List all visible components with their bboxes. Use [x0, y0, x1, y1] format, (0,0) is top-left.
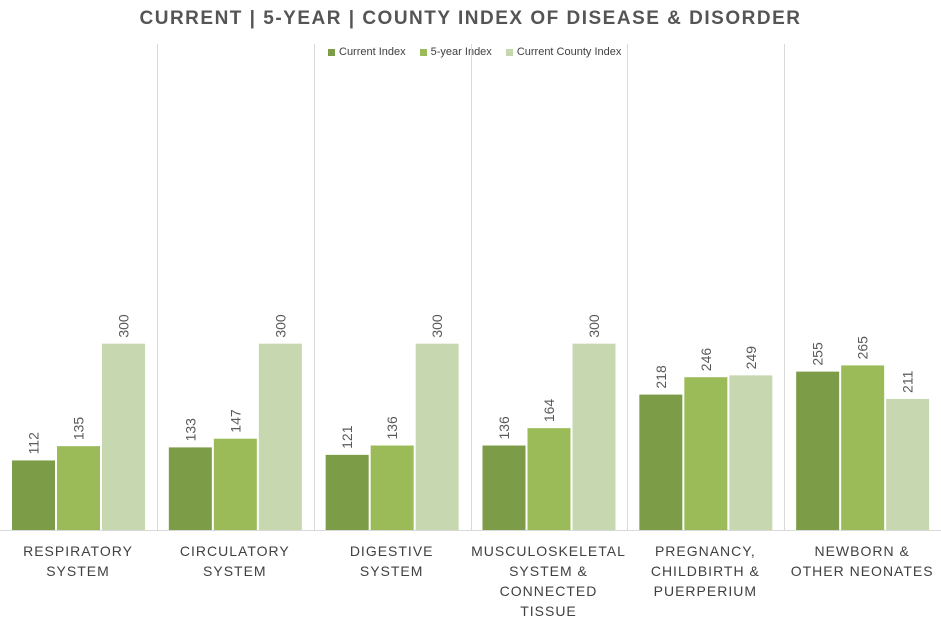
legend-swatch: [328, 48, 335, 56]
data-label: 300: [116, 314, 132, 338]
x-tick-label-line: SYSTEM &: [509, 563, 588, 579]
legend-item-2: Current County Index: [505, 46, 622, 58]
legend-swatch: [505, 48, 513, 56]
data-label: 164: [541, 399, 557, 423]
bar-5-1: [841, 365, 885, 530]
data-label: 136: [384, 416, 400, 440]
x-tick-label-line: CONNECTED TISSUE: [499, 583, 598, 619]
x-tick-label-line: SYSTEM: [359, 563, 424, 579]
data-label: 265: [855, 336, 871, 360]
legend-label: Current Index: [339, 46, 406, 58]
bar-4-1: [684, 377, 728, 530]
x-tick-label-line: DIGESTIVE: [349, 543, 434, 559]
legend-label: 5-year Index: [430, 46, 492, 58]
data-label: 121: [339, 425, 355, 449]
x-tick-label-line: CHILDBIRTH &: [650, 563, 760, 579]
x-tick-label: RESPIRATORY SYSTEM: [0, 541, 156, 581]
bar-1-0: [168, 447, 212, 530]
data-label: 300: [429, 314, 445, 338]
x-tick-label-line: PREGNANCY,: [654, 543, 756, 559]
legend: Current Index 5-year Index Current County …: [328, 46, 621, 58]
legend-item-0: Current Index: [328, 46, 406, 58]
bar-2-0: [325, 454, 369, 530]
data-label: 246: [698, 348, 714, 372]
bar-3-1: [527, 428, 571, 530]
bar-1-2: [258, 343, 302, 530]
x-tick-label: DIGESTIVE SYSTEM: [314, 541, 470, 581]
data-label: 112: [26, 432, 42, 455]
bar-5-0: [796, 371, 840, 530]
data-label: 249: [743, 346, 759, 370]
legend-swatch: [419, 48, 427, 56]
bar-2-1: [370, 445, 414, 530]
data-label: 300: [272, 314, 288, 338]
x-tick-label-line: SYSTEM: [46, 563, 110, 579]
data-label: 147: [227, 409, 243, 433]
bar-5-2: [886, 398, 930, 530]
data-label: 255: [810, 342, 826, 366]
x-tick-label-line: NEWBORN &: [814, 543, 910, 559]
bar-0-2: [102, 343, 145, 530]
x-tick-label: MUSCULOSKELETAL SYSTEM & CONNECTED TISSUE: [471, 541, 627, 621]
bar-0-0: [12, 460, 55, 530]
chart-title: CURRENT | 5-YEAR | COUNTY INDEX OF DISEA…: [139, 8, 802, 29]
data-label: 211: [900, 370, 916, 393]
bar-3-2: [572, 343, 616, 530]
x-tick-label: CIRCULATORY SYSTEM: [157, 541, 313, 581]
data-label: 135: [71, 417, 87, 441]
x-tick-label: PREGNANCY, CHILDBIRTH & PUERPERIUM: [627, 541, 783, 601]
x-tick-label-line: OTHER NEONATES: [790, 563, 934, 579]
data-label: 218: [653, 365, 669, 389]
x-tick-label-line: CIRCULATORY: [179, 543, 290, 559]
bar-2-2: [415, 343, 459, 530]
x-tick-label-line: PUERPERIUM: [653, 583, 757, 599]
x-tick-label-line: RESPIRATORY: [23, 543, 133, 559]
legend-item-1: 5-year Index: [419, 46, 492, 58]
x-tick-label: NEWBORN & OTHER NEONATES: [784, 541, 940, 581]
data-label: 133: [182, 418, 198, 442]
bar-3-0: [482, 445, 526, 530]
bar-1-1: [213, 438, 257, 530]
legend-label: Current County Index: [516, 46, 622, 58]
bar-4-0: [639, 394, 683, 530]
data-label: 136: [496, 416, 512, 440]
x-tick-label-line: MUSCULOSKELETAL: [471, 543, 626, 559]
data-label: 300: [586, 314, 602, 338]
bar-0-1: [57, 446, 100, 530]
bar-4-2: [729, 375, 773, 530]
x-tick-label-line: SYSTEM: [203, 563, 267, 579]
